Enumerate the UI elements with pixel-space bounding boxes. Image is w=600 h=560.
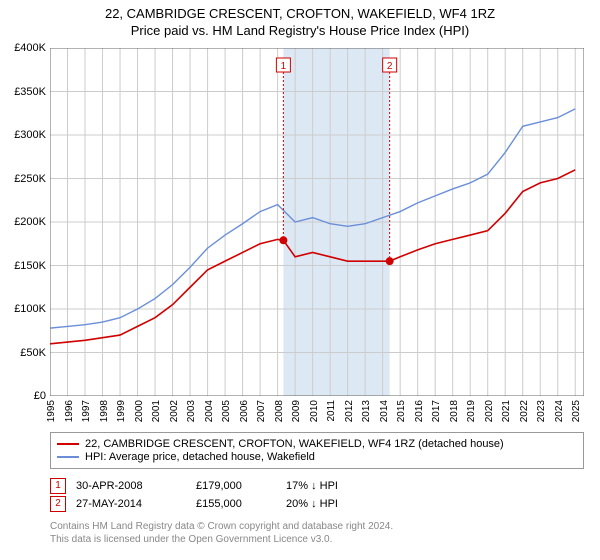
y-tick-label: £250K — [6, 173, 46, 185]
x-tick-label: 2003 — [186, 400, 197, 422]
legend-swatch — [57, 443, 79, 445]
x-tick-label: 2022 — [519, 400, 530, 422]
copyright-line2: This data is licensed under the Open Gov… — [50, 533, 584, 546]
title-line2: Price paid vs. HM Land Registry's House … — [0, 23, 600, 38]
svg-text:1: 1 — [281, 61, 287, 72]
copyright: Contains HM Land Registry data © Crown c… — [50, 520, 584, 546]
annotation-row: 2 27-MAY-2014 £155,000 20% ↓ HPI — [50, 496, 584, 512]
title-line1: 22, CAMBRIDGE CRESCENT, CROFTON, WAKEFIE… — [0, 6, 600, 21]
annotation-pct: 17% ↓ HPI — [286, 480, 406, 492]
x-tick-label: 2015 — [396, 400, 407, 422]
plot-area: 12 — [50, 48, 584, 396]
y-tick-label: £0 — [6, 390, 46, 402]
legend-row: 22, CAMBRIDGE CRESCENT, CROFTON, WAKEFIE… — [57, 438, 577, 450]
y-tick-label: £150K — [6, 260, 46, 272]
annotation-date: 27-MAY-2014 — [76, 498, 186, 510]
x-tick-label: 2016 — [414, 400, 425, 422]
legend-swatch — [57, 456, 79, 458]
x-tick-label: 1996 — [64, 400, 75, 422]
copyright-line1: Contains HM Land Registry data © Crown c… — [50, 520, 584, 533]
legend: 22, CAMBRIDGE CRESCENT, CROFTON, WAKEFIE… — [50, 432, 584, 469]
legend-label: HPI: Average price, detached house, Wake… — [85, 451, 315, 463]
x-tick-label: 2006 — [239, 400, 250, 422]
annotation-badge: 1 — [50, 478, 66, 494]
x-axis: 1995199619971998199920002001200220032004… — [50, 396, 584, 426]
x-tick-label: 2019 — [466, 400, 477, 422]
y-tick-label: £100K — [6, 303, 46, 315]
x-tick-label: 1995 — [46, 400, 57, 422]
x-tick-label: 2002 — [169, 400, 180, 422]
annotation-table: 1 30-APR-2008 £179,000 17% ↓ HPI 2 27-MAY-201… — [50, 476, 584, 514]
chart-container: 22, CAMBRIDGE CRESCENT, CROFTON, WAKEFIE… — [0, 0, 600, 560]
x-tick-label: 2008 — [274, 400, 285, 422]
y-tick-label: £200K — [6, 216, 46, 228]
y-axis: £0£50K£100K£150K£200K£250K£300K£350K£400… — [6, 48, 46, 396]
annotation-badge: 2 — [50, 496, 66, 512]
x-tick-label: 2025 — [571, 400, 582, 422]
svg-text:2: 2 — [387, 61, 393, 72]
annotation-date: 30-APR-2008 — [76, 480, 186, 492]
x-tick-label: 2011 — [326, 400, 337, 422]
x-tick-label: 2001 — [151, 400, 162, 422]
x-tick-label: 1998 — [99, 400, 110, 422]
x-tick-label: 2013 — [361, 400, 372, 422]
legend-label: 22, CAMBRIDGE CRESCENT, CROFTON, WAKEFIE… — [85, 438, 504, 450]
x-tick-label: 2007 — [256, 400, 267, 422]
x-tick-label: 2009 — [291, 400, 302, 422]
x-tick-label: 2017 — [431, 400, 442, 422]
y-tick-label: £300K — [6, 129, 46, 141]
legend-row: HPI: Average price, detached house, Wake… — [57, 451, 577, 463]
x-tick-label: 2004 — [204, 400, 215, 422]
annotation-row: 1 30-APR-2008 £179,000 17% ↓ HPI — [50, 478, 584, 494]
x-tick-label: 2020 — [484, 400, 495, 422]
x-tick-label: 1997 — [81, 400, 92, 422]
x-tick-label: 2018 — [449, 400, 460, 422]
x-tick-label: 2014 — [379, 400, 390, 422]
x-tick-label: 1999 — [116, 400, 127, 422]
x-tick-label: 2021 — [501, 400, 512, 422]
x-tick-label: 2012 — [344, 400, 355, 422]
y-tick-label: £350K — [6, 86, 46, 98]
title-block: 22, CAMBRIDGE CRESCENT, CROFTON, WAKEFIE… — [0, 0, 600, 38]
y-tick-label: £50K — [6, 347, 46, 359]
annotation-price: £179,000 — [196, 480, 276, 492]
x-tick-label: 2023 — [536, 400, 547, 422]
x-tick-label: 2024 — [554, 400, 565, 422]
y-tick-label: £400K — [6, 42, 46, 54]
annotation-pct: 20% ↓ HPI — [286, 498, 406, 510]
x-tick-label: 2005 — [221, 400, 232, 422]
chart-svg: 12 — [50, 48, 584, 396]
x-tick-label: 2010 — [309, 400, 320, 422]
annotation-price: £155,000 — [196, 498, 276, 510]
x-tick-label: 2000 — [134, 400, 145, 422]
